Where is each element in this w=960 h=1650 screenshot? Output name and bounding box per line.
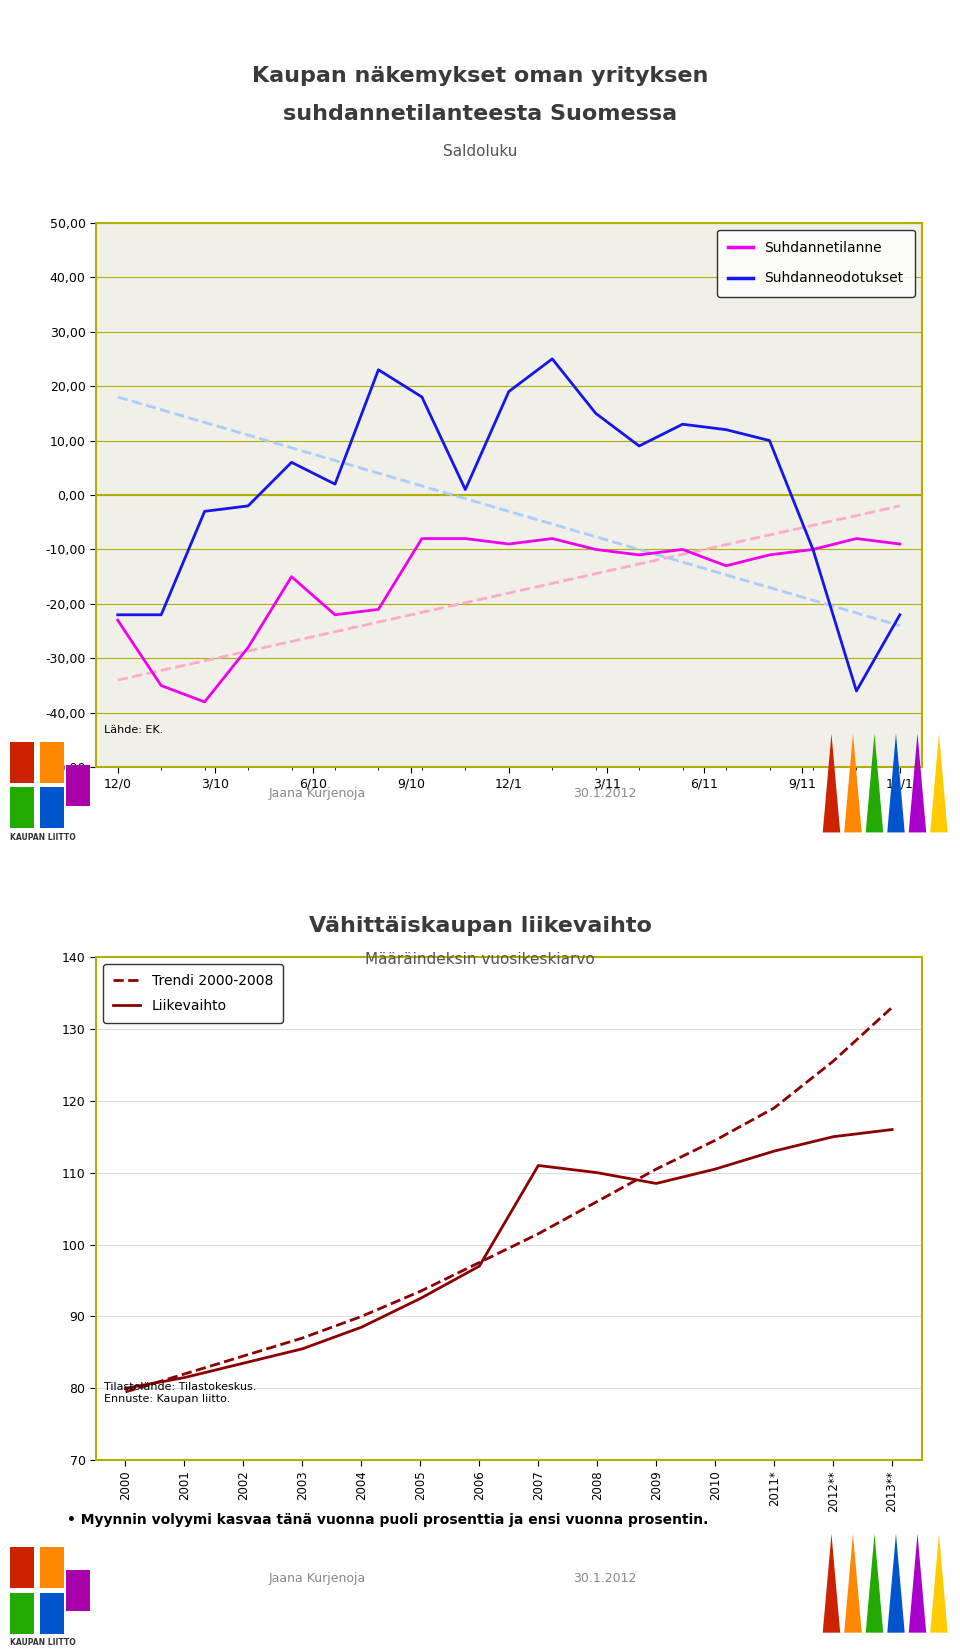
Polygon shape <box>866 1534 883 1634</box>
Text: Vähittäiskaupan liikevaihto: Vähittäiskaupan liikevaihto <box>308 916 652 936</box>
Trendi 2000-2008 <box>591 1191 603 1211</box>
Trendi 2000-2008 <box>473 1252 485 1272</box>
Polygon shape <box>930 1534 948 1634</box>
Liikevaihto <box>768 1142 780 1162</box>
Polygon shape <box>844 1534 862 1634</box>
Text: 30.1.2012: 30.1.2012 <box>573 1572 636 1586</box>
Trendi 2000-2008 <box>886 997 898 1016</box>
Polygon shape <box>823 733 840 833</box>
Line: Liikevaihto: Liikevaihto <box>126 1130 892 1388</box>
Bar <box>39 1548 64 1587</box>
Bar <box>39 1592 64 1634</box>
Text: Jaana Kurjenoja: Jaana Kurjenoja <box>268 787 366 800</box>
Text: 30.1.2012: 30.1.2012 <box>573 787 636 800</box>
Liikevaihto <box>651 1173 662 1193</box>
Trendi 2000-2008 <box>709 1130 721 1150</box>
Liikevaihto <box>297 1338 308 1358</box>
Trendi 2000-2008 <box>238 1346 250 1366</box>
Liikevaihto <box>120 1378 132 1398</box>
Polygon shape <box>887 733 904 833</box>
Polygon shape <box>823 1534 840 1634</box>
Trendi 2000-2008 <box>768 1099 780 1119</box>
Bar <box>10 787 34 828</box>
Polygon shape <box>930 733 948 833</box>
Text: suhdannetilanteesta Suomessa: suhdannetilanteesta Suomessa <box>283 104 677 124</box>
Line: Trendi 2000-2008: Trendi 2000-2008 <box>126 1006 892 1393</box>
Trendi 2000-2008 <box>651 1160 662 1180</box>
Polygon shape <box>909 1534 926 1634</box>
Liikevaihto <box>415 1289 426 1308</box>
Liikevaihto <box>238 1353 250 1373</box>
Text: • Myynnin volyymi kasvaa tänä vuonna puoli prosenttia ja ensi vuonna prosentin.: • Myynnin volyymi kasvaa tänä vuonna puo… <box>67 1513 708 1526</box>
Bar <box>10 742 34 782</box>
Liikevaihto <box>828 1127 839 1147</box>
Text: Saldoluku: Saldoluku <box>443 144 517 158</box>
Polygon shape <box>909 733 926 833</box>
Polygon shape <box>844 733 862 833</box>
Liikevaihto <box>533 1155 544 1175</box>
Text: Tilastolähde: Tilastokeskus.
Ennuste: Kaupan liitto.: Tilastolähde: Tilastokeskus. Ennuste: Ka… <box>105 1383 256 1404</box>
Liikevaihto <box>591 1163 603 1183</box>
Trendi 2000-2008 <box>120 1383 132 1402</box>
Legend: Suhdannetilanne, Suhdanneodotukset: Suhdannetilanne, Suhdanneodotukset <box>717 229 915 297</box>
Text: Kaupan näkemykset oman yrityksen: Kaupan näkemykset oman yrityksen <box>252 66 708 86</box>
Trendi 2000-2008 <box>179 1365 190 1384</box>
Trendi 2000-2008 <box>828 1051 839 1071</box>
Bar <box>65 1571 90 1610</box>
Liikevaihto <box>709 1160 721 1180</box>
Bar <box>39 742 64 782</box>
Bar <box>10 1592 34 1634</box>
Trendi 2000-2008 <box>533 1224 544 1244</box>
Liikevaihto <box>179 1368 190 1388</box>
Text: KAUPAN LIITTO: KAUPAN LIITTO <box>10 1638 75 1647</box>
Trendi 2000-2008 <box>415 1282 426 1302</box>
Bar <box>10 1548 34 1587</box>
Text: Lähde: EK.: Lähde: EK. <box>105 724 163 734</box>
Bar <box>39 787 64 828</box>
Legend: Trendi 2000-2008, Liikevaihto: Trendi 2000-2008, Liikevaihto <box>103 964 282 1023</box>
Liikevaihto <box>355 1317 367 1336</box>
Text: Jaana Kurjenoja: Jaana Kurjenoja <box>268 1572 366 1586</box>
Text: Määräindeksin vuosikeskiarvo: Määräindeksin vuosikeskiarvo <box>365 952 595 967</box>
Bar <box>65 766 90 805</box>
Liikevaihto <box>886 1120 898 1140</box>
Trendi 2000-2008 <box>297 1328 308 1348</box>
Text: KAUPAN LIITTO: KAUPAN LIITTO <box>10 833 75 842</box>
Polygon shape <box>866 733 883 833</box>
Liikevaihto <box>473 1256 485 1275</box>
Polygon shape <box>887 1534 904 1634</box>
Trendi 2000-2008 <box>355 1307 367 1327</box>
